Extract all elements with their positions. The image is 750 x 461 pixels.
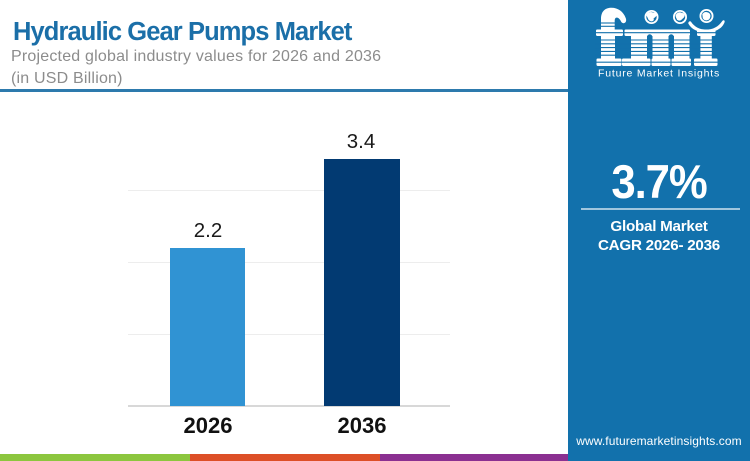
svg-text:Future Market Insights: Future Market Insights (598, 68, 720, 80)
